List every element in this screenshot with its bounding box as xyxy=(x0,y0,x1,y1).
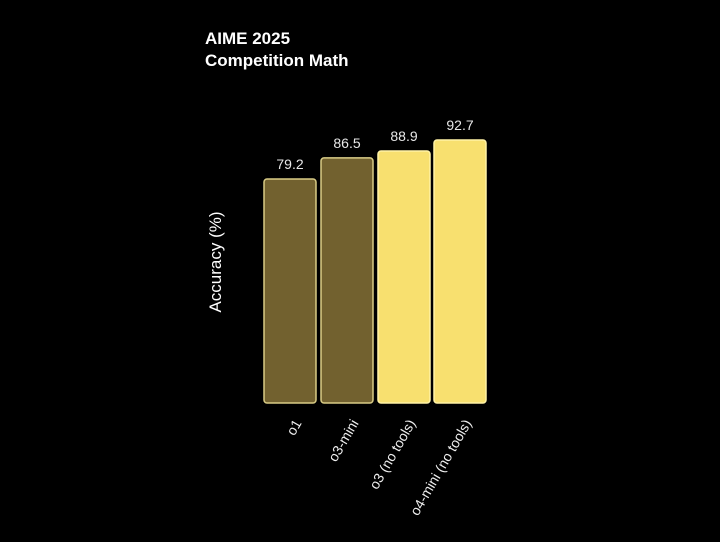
chart-title-line-2: Competition Math xyxy=(205,51,349,70)
x-tick-label: o1 xyxy=(283,416,305,438)
bar-o4-mini-no-tools xyxy=(433,139,487,404)
bars-group xyxy=(263,139,487,404)
y-axis-label: Accuracy (%) xyxy=(206,211,225,312)
value-label: 92.7 xyxy=(446,117,473,133)
value-label: 88.9 xyxy=(390,128,417,144)
value-label: 86.5 xyxy=(333,135,360,151)
x-tick-label: o3 (no tools) xyxy=(366,417,419,492)
chart-title-line-1: AIME 2025 xyxy=(205,29,291,48)
x-tick-label: o3-mini xyxy=(325,417,362,465)
value-labels-group: 79.2 86.5 88.9 92.7 xyxy=(276,117,473,172)
value-label: 79.2 xyxy=(276,156,303,172)
x-tick-label: o4-mini (no tools) xyxy=(407,417,475,519)
bar-o1 xyxy=(263,178,317,404)
bar-o3-no-tools xyxy=(377,150,431,404)
bar-o3-mini xyxy=(320,157,374,404)
x-tick-labels-group: o1 o3-mini o3 (no tools)o4-mini (no tools) xyxy=(283,416,475,518)
